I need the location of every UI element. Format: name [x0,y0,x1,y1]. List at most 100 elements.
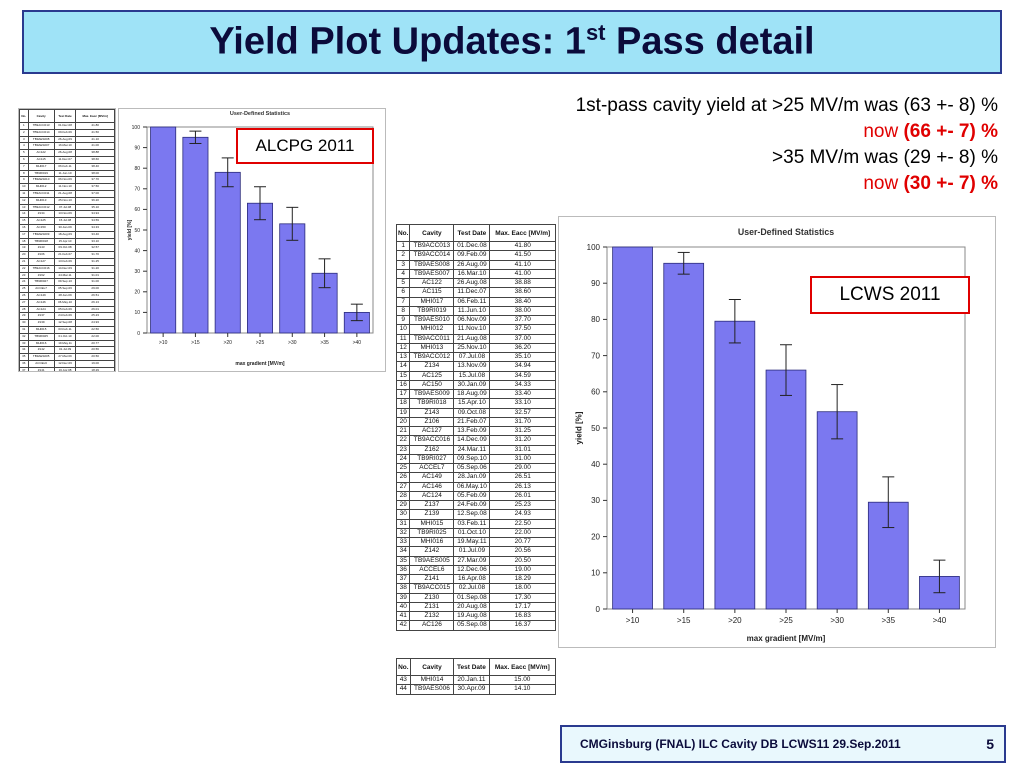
table-cell: AC125 [27,217,55,225]
table-cell: TB9AES007 [27,142,55,151]
table-cell: 20 [19,251,29,259]
y-tick-label: 40 [591,460,600,469]
table-cell: 16 [19,223,29,232]
stats-line-1: 1st-pass cavity yield at >25 MV/m was (6… [575,95,998,116]
table-row: 27 AC146 06.May.10 26.13 [19,298,115,307]
table-cell: TB9ACC016 [409,435,455,446]
table-cell: 15.Apr.10 [453,398,491,409]
lcws-label: LCWS 2011 [810,276,970,314]
table-cell: TB9ACC015 [409,583,455,594]
table-cell: 31 [395,518,411,529]
table-cell: Z130 [409,592,455,603]
table-cell: 27 [19,298,29,307]
table-cell: ACCEL7 [27,285,55,293]
table-row: 29 Z137 24.Feb.09 25.23 [395,499,556,511]
table-cell: 31.25 [489,425,556,437]
table-cell: AC127 [27,257,55,266]
table-cell: 25.Nov.10 [53,196,77,205]
table-cell: 16.Apr.08 [453,573,491,585]
table-cell: 31.70 [75,251,115,259]
table-cell: 35.10 [75,203,115,212]
table-cell: 20.Aug.08 [453,601,491,613]
x-tick-label: >20 [728,616,742,625]
table-cell: 01.Sep.08 [453,592,491,603]
table-header-cell: No. [19,109,29,123]
table-cell: 1 [19,122,29,130]
table-cell: 09.Oct.08 [53,244,77,253]
table-cell: 31.20 [489,435,556,446]
y-tick-label: 100 [587,243,601,252]
table-cell: 38.40 [489,296,556,307]
table-row: 15 AC125 15.Jul.08 34.59 [395,370,556,381]
table-cell: MHI016 [409,536,455,548]
table-cell: 24.Feb.09 [453,499,491,511]
table-cell: 37 [19,366,29,371]
x-tick-label: >40 [353,340,362,346]
table-cell: MHI016 [27,339,55,348]
table-cell: 25 [395,462,411,474]
table-cell: 3 [19,135,29,144]
table-row: 34 Z142 01.Jul.09 20.56 [19,346,115,355]
table-cell: AC115 [409,287,455,298]
table-cell: 33 [19,339,29,348]
y-tick-label: 40 [134,248,140,254]
table-cell: 16.37 [489,620,556,631]
table-row: 41 Z132 19.Aug.08 16.83 [395,610,556,622]
table-row: 17 TB9AES009 18.Aug.09 33.40 [19,230,115,239]
table-cell: 38.40 [75,162,115,171]
table-cell: 12 [395,342,411,354]
table-cell: MHI013 [409,342,455,354]
table-cell: 4 [19,142,29,151]
table-cell: AC125 [409,370,455,381]
table-cell: 38.00 [489,305,556,317]
table-cell: 17 [19,230,29,239]
table-cell: 8 [19,169,29,178]
table-row: 4 TB9AES007 16.Mar.10 41.00 [19,142,115,151]
table-cell: 12.Sep.08 [453,509,491,520]
table-cell: 24.Mar.11 [453,444,491,455]
x-tick-label: >10 [159,340,168,346]
table-cell: 20.77 [489,536,556,548]
table-cell: 23 [395,444,411,455]
table-cell: TB9ACC016 [27,264,55,273]
table-cell: 41.80 [489,240,556,252]
table-cell: 24.Mar.11 [53,271,77,280]
lcws-table-extra-panel: No. Cavity Test Date Max. Eacc [MV/m] 43 MHI… [396,658,557,695]
table-cell: 11.Nov.10 [453,324,491,335]
table-cell: 13.Feb.09 [53,257,77,266]
table-cell: 38.88 [75,149,115,157]
y-tick-label: 60 [591,388,600,397]
table-cell: 41.10 [75,135,115,144]
table-cell: MHI012 [409,324,455,335]
table-row: 24 TB9RI027 09.Sep.10 31.00 [19,278,115,287]
table-cell: 30.Apr.09 [453,684,490,695]
table-cell: 22 [19,264,29,273]
table-cell: TB9AES010 [27,176,55,185]
table-cell: 32.57 [489,407,556,418]
table-cell: MHI014 [409,674,455,686]
table-cell: Z134 [409,361,455,372]
table-cell: 06.May.10 [453,481,491,492]
y-tick-label: 90 [134,145,140,151]
table-cell: Z143 [409,407,455,418]
table-cell: 21 [19,257,29,266]
table-cell: 35.10 [489,351,556,363]
table-header-cell: Cavity [409,658,455,676]
table-cell: 31.00 [75,278,115,287]
table-header-cell: No. [396,658,411,676]
table-cell: 31.00 [489,453,556,465]
table-cell: 24.93 [75,319,115,327]
bar [247,202,273,334]
table-row: 1 TB9ACC013 01.Dec.08 41.80 [395,240,556,252]
table-cell: AC149 [409,472,455,483]
table-cell: 20 [395,416,411,428]
table-cell: TB9RI019 [409,305,455,317]
table-cell: TB9AES009 [409,388,455,400]
table-cell: 26.13 [75,298,115,307]
table-cell: 19.May.11 [453,536,491,548]
table-cell: 12.Sep.08 [53,319,77,327]
table-row: 16 AC150 30.Jan.09 34.33 [19,223,115,232]
table-row: 6 AC115 11.Dec.07 38.60 [395,287,556,298]
table-cell: TB9RI025 [409,527,455,539]
table-cell: 12.Dec.06 [453,564,491,576]
